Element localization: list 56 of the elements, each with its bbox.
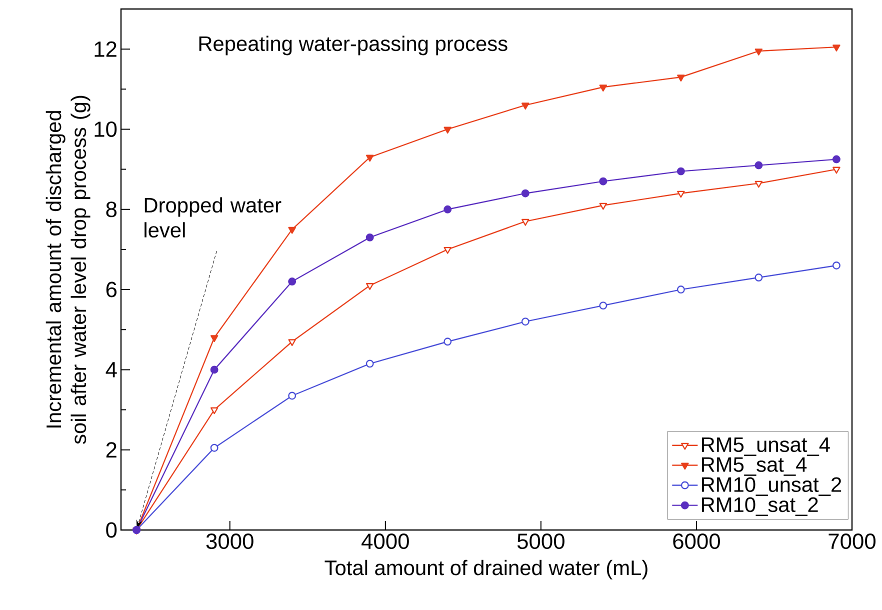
y-tick-label: 4 — [106, 362, 117, 378]
x-tick-label: 7000 — [828, 534, 876, 550]
y-tick-label: 12 — [94, 41, 116, 57]
annotation: Repeating water-passing process — [199, 36, 508, 56]
point — [599, 84, 608, 92]
point — [676, 286, 685, 294]
point — [288, 278, 296, 286]
annotation: Dropped water level — [144, 197, 282, 238]
y-tick-label: 0 — [106, 522, 117, 538]
x-tick-label: 5000 — [517, 534, 564, 550]
point — [754, 180, 763, 188]
point — [599, 302, 608, 310]
point — [366, 360, 374, 368]
point — [677, 190, 685, 198]
x-axis-title: Total amount of drained water (mL) — [324, 560, 648, 580]
point — [832, 166, 840, 174]
point — [754, 274, 763, 282]
point — [288, 226, 296, 234]
point — [599, 202, 608, 210]
point — [366, 283, 374, 290]
y-tick-label: 2 — [106, 442, 116, 458]
legend-label: RM5_sat_4 — [702, 457, 807, 476]
y-tick-label: 8 — [106, 202, 117, 218]
point — [444, 246, 452, 254]
point — [288, 392, 296, 400]
point — [210, 407, 218, 414]
y-axis-title: Incremental amount of discharged soil after water level drop process (g) — [46, 96, 90, 444]
point — [832, 44, 840, 52]
point — [444, 338, 452, 346]
point — [522, 102, 530, 110]
point — [754, 48, 763, 56]
point — [599, 177, 608, 186]
point — [677, 74, 685, 82]
x-tick-label: 4000 — [362, 534, 409, 550]
legend-label: RM10_unsat_2 — [702, 477, 842, 496]
legend-label: RM10_sat_2 — [702, 497, 818, 516]
point — [210, 335, 218, 342]
point — [832, 155, 840, 164]
x-tick-label: 6000 — [673, 534, 720, 550]
point — [210, 444, 218, 452]
point — [754, 161, 763, 170]
point — [210, 366, 218, 374]
point — [444, 126, 452, 134]
point — [366, 233, 374, 242]
point — [444, 205, 452, 214]
point — [366, 154, 374, 162]
point — [522, 218, 530, 226]
point — [521, 189, 530, 198]
legend-label: RM5_unsat_4 — [702, 437, 830, 456]
y-tick-label: 6 — [106, 282, 117, 298]
point — [676, 167, 685, 176]
point — [521, 318, 530, 326]
point — [288, 339, 296, 346]
y-tick-label: 10 — [94, 121, 117, 137]
point — [832, 262, 840, 270]
x-tick-label: 3000 — [206, 534, 254, 550]
